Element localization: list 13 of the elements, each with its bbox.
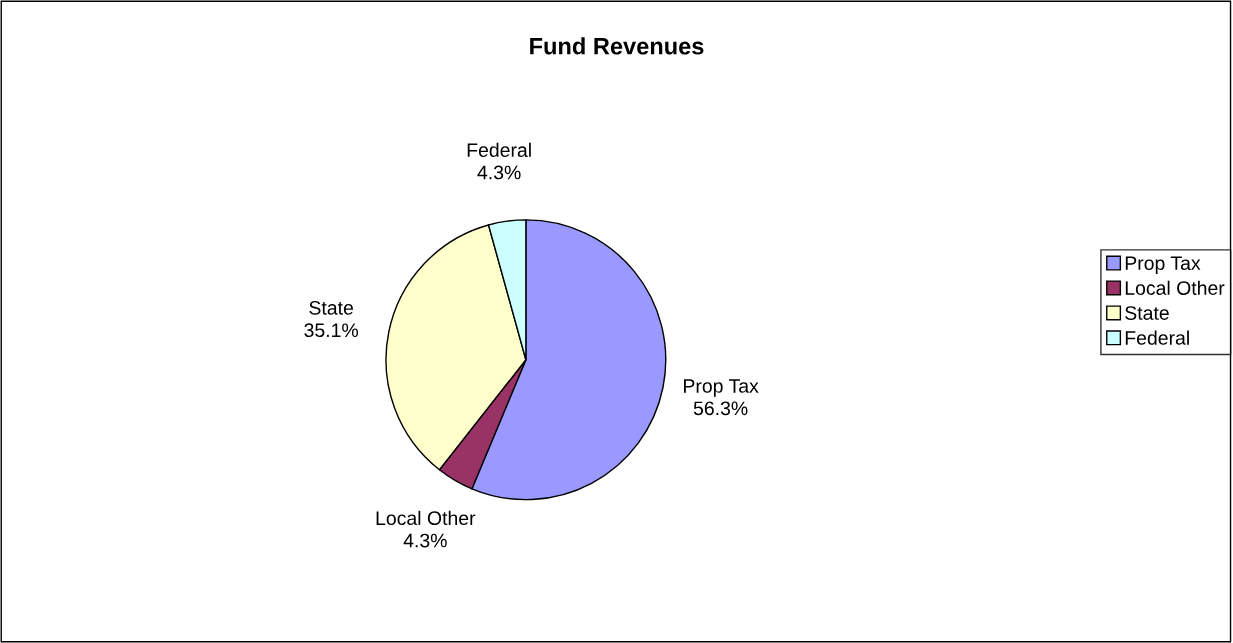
slice-label: Prop Tax — [684, 379, 759, 397]
chart-title: Fund Revenues — [530, 37, 704, 55]
slice-label: State — [309, 300, 353, 315]
legend-label: State — [1125, 306, 1169, 320]
legend-label: Federal — [1125, 330, 1189, 345]
slice-label: Federal — [467, 142, 531, 157]
legend-label: Local Other — [1125, 280, 1225, 295]
data-label: 4.3% — [403, 533, 447, 548]
slice-label: Local Other — [376, 510, 476, 526]
legend-label: Prop Tax — [1125, 256, 1201, 274]
data-label: 4.3% — [477, 165, 521, 180]
data-label: 35.1% — [304, 323, 359, 338]
data-label: 56.3% — [693, 401, 748, 416]
